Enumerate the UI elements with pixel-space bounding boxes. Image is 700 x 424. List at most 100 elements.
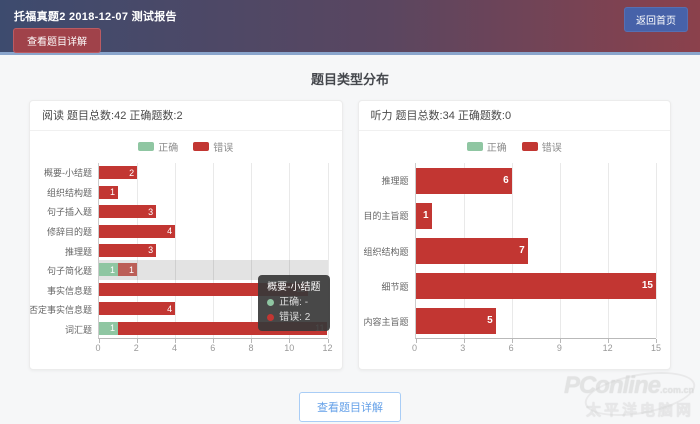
chart-row: 4 (99, 299, 328, 318)
back-home-button[interactable]: 返回首页 (624, 7, 688, 32)
bar-value-label: 1 (129, 264, 135, 275)
bar-value-label: 15 (641, 280, 653, 291)
chart-row: 1 (99, 182, 328, 201)
view-details-button-bottom[interactable]: 查看题目详解 (299, 392, 401, 422)
wrong-swatch-icon (193, 141, 210, 151)
listening-panel: 听力 题目总数:34 正确题数:0 正确 错误 推理题 目的主旨题 组织结构题 细节题… (357, 100, 671, 370)
category-label: 组织结构题 (46, 187, 92, 198)
correct-swatch-icon (138, 141, 155, 151)
x-axis-label: 3 (460, 343, 466, 353)
reading-legend: 正确 错误 (30, 131, 342, 157)
category-label: 内容主旨题 (363, 316, 409, 327)
legend-correct-label: 正确 (158, 142, 179, 154)
reading-panel: 阅读 题目总数:42 正确题数:2 正确 错误 概要-小结题 组织结构题 句子插入题… (29, 100, 343, 370)
tooltip-wrong-text: 错误: 2 (279, 312, 311, 323)
y-axis-category-labels: 概要-小结题 组织结构题 句子插入题 修辞目的题 推理题 句子简化题 事实信息题 否定事实信息… (29, 163, 98, 355)
x-axis-label: 6 (508, 343, 514, 353)
bar-wrong[interactable]: 2 (99, 166, 138, 180)
x-axis-label: 2 (133, 343, 139, 353)
category-label: 否定事实信息题 (29, 305, 92, 316)
chart-row: 5 (415, 303, 657, 338)
view-details-button-header[interactable]: 查看题目详解 (13, 28, 101, 53)
legend-wrong-label: 错误 (541, 142, 562, 154)
header-bar: 托福真题2 2018-12-07 测试报告 查看题目详解 返回首页 (0, 0, 700, 55)
y-axis-category-labels: 推理题目的主旨题组织结构题细节题内容主旨题 (363, 163, 415, 355)
reading-bar-chart: 概要-小结题 组织结构题 句子插入题 修辞目的题 推理题 句子简化题 事实信息题 否定事实信息… (30, 157, 342, 355)
bar-value-label: 5 (487, 315, 493, 326)
bar-value-label: 4 (167, 226, 173, 237)
bar-wrong[interactable]: 4 (99, 224, 176, 238)
legend-wrong[interactable]: 错误 (193, 139, 233, 154)
reading-panel-title: 阅读 题目总数:42 正确题数:2 (30, 101, 342, 131)
bar-value-label: 1 (110, 187, 116, 198)
bar-value-label: 2 (129, 167, 135, 178)
bar-wrong[interactable]: 1 (118, 263, 138, 277)
bar-wrong[interactable]: 7 (415, 237, 528, 264)
x-axis-label: 6 (210, 343, 216, 353)
chart-row: 7 (415, 233, 657, 268)
bar-correct[interactable]: 1 (99, 321, 119, 335)
plot-area: 6 1 7 15 5 (414, 163, 657, 343)
bar-wrong[interactable]: 6 (415, 167, 512, 194)
correct-dot-icon (267, 299, 275, 306)
tooltip-title: 概要-小结题 (267, 282, 321, 293)
bottom-bar: 查看题目详解 (0, 392, 700, 422)
hover-shadow-band (99, 260, 328, 280)
bar-wrong[interactable]: 4 (99, 302, 176, 316)
chart-tooltip: 概要-小结题 正确: - 错误: 2 (258, 275, 330, 331)
chart-row: 2 (99, 163, 328, 182)
bar-value-label: 6 (503, 175, 509, 186)
bar-value-label: 3 (148, 206, 154, 217)
bar-value-label: 3 (148, 245, 154, 256)
bar-correct[interactable]: 1 (99, 263, 119, 277)
bar-value-label: 4 (167, 303, 173, 314)
x-axis-label: 9 (556, 343, 562, 353)
category-label: 组织结构题 (363, 246, 409, 257)
x-axis-label: 4 (171, 343, 177, 353)
x-axis-label: 0 (411, 343, 418, 353)
x-axis-label: 0 (95, 343, 101, 353)
category-label: 目的主旨题 (363, 211, 409, 222)
category-label: 推理题 (64, 246, 92, 257)
x-axis-label: 8 (248, 343, 254, 353)
legend-wrong[interactable]: 错误 (521, 139, 562, 154)
x-axis: 0 2 4 6 8 10 12 (95, 339, 332, 355)
legend-correct[interactable]: 正确 (138, 139, 178, 154)
chart-panels: 阅读 题目总数:42 正确题数:2 正确 错误 概要-小结题 组织结构题 句子插入题… (0, 100, 700, 370)
bar-wrong[interactable]: 3 (99, 243, 157, 257)
wrong-swatch-icon (521, 141, 538, 151)
chart-row: 6 (415, 163, 657, 198)
bar-value-label: 1 (422, 210, 429, 221)
listening-bar-chart: 推理题 目的主旨题 组织结构题 细节题 内容主旨题 6 1 7 15 5 0 3 6 9 12 15 (359, 157, 671, 355)
category-label: 修辞目的题 (46, 226, 92, 237)
chart-row: 15 (415, 268, 656, 303)
bar-wrong[interactable]: 3 (99, 205, 157, 219)
category-label: 推理题 (381, 176, 409, 187)
bar-wrong[interactable]: 1 (415, 202, 432, 229)
plot-area: 2134311114111 (98, 163, 329, 343)
bar-wrong[interactable]: 5 (415, 307, 496, 334)
x-axis-label: 12 (602, 343, 613, 353)
x-axis-label: 10 (284, 343, 295, 353)
correct-swatch-icon (466, 141, 483, 151)
bar-wrong[interactable]: 15 (415, 272, 656, 299)
chart-row: 1 (415, 198, 657, 233)
category-label: 事实信息题 (46, 285, 92, 296)
category-label: 概要-小结题 (44, 168, 92, 179)
bar-value-label: 1 (110, 264, 116, 275)
bar-value-label: 7 (519, 245, 525, 256)
category-label: 句子简化题 (46, 266, 92, 277)
wrong-dot-icon (267, 314, 275, 321)
x-axis-label: 12 (322, 343, 333, 353)
x-axis: 0 3 6 9 12 15 (411, 339, 661, 355)
category-label: 词汇题 (64, 324, 92, 335)
chart-row: 3 (99, 202, 328, 221)
legend-correct-label: 正确 (486, 142, 507, 154)
bar-wrong[interactable]: 1 (99, 185, 119, 199)
chart-row: 4 (99, 221, 328, 240)
category-label: 细节题 (381, 281, 409, 292)
legend-correct[interactable]: 正确 (466, 139, 507, 154)
chart-row: 3 (99, 241, 328, 260)
listening-legend: 正确 错误 (359, 131, 671, 157)
